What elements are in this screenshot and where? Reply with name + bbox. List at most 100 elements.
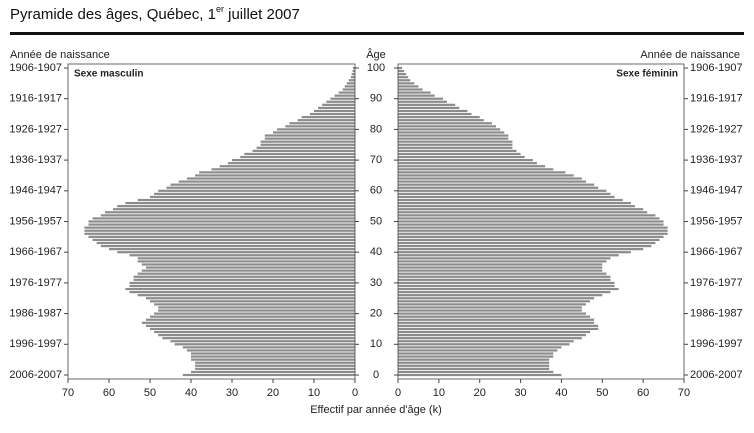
x-tick-label: 30 (226, 387, 238, 399)
bar (100, 214, 355, 217)
bar (398, 257, 611, 260)
bar (285, 125, 355, 128)
bar (348, 79, 355, 82)
bar (178, 180, 355, 183)
x-tick-label: 60 (637, 387, 649, 399)
age-tick-label: 90 (370, 93, 382, 105)
bar (334, 94, 355, 97)
bar (398, 122, 492, 125)
x-tick-label: 70 (62, 387, 74, 399)
bar (170, 340, 355, 343)
bar (398, 269, 603, 272)
bar (398, 355, 554, 358)
bar (398, 76, 409, 79)
bar (191, 370, 355, 374)
bar (154, 312, 355, 315)
bar (398, 373, 562, 377)
bar (398, 367, 550, 370)
bar (398, 69, 405, 73)
age-tick-label: 0 (373, 369, 379, 381)
bar (195, 361, 355, 364)
birth-year-label: 2006-2007 (9, 369, 62, 381)
bar (398, 143, 513, 146)
bar (398, 66, 403, 70)
bar (195, 367, 355, 370)
bar (398, 174, 574, 177)
bar (398, 244, 652, 248)
bar (398, 364, 550, 367)
x-tick-label: 30 (514, 387, 526, 399)
bar (322, 103, 355, 106)
bar (398, 260, 607, 263)
legend-label: Sexe masculin (74, 69, 143, 80)
bar (232, 158, 355, 162)
bar (191, 352, 355, 355)
bar (109, 248, 355, 251)
bar (182, 373, 355, 377)
bar (154, 303, 355, 306)
bar (398, 82, 415, 85)
birth-year-label: 1936-1937 (9, 154, 62, 166)
bar (88, 223, 355, 226)
bar (398, 297, 595, 300)
bar (398, 309, 582, 312)
bar (350, 76, 355, 79)
bar (398, 324, 599, 327)
bar (398, 349, 558, 352)
bar (92, 217, 355, 220)
bar (182, 346, 355, 349)
bar (398, 343, 570, 346)
bar (398, 226, 668, 229)
x-tick-label: 50 (596, 387, 608, 399)
x-tick-label: 10 (433, 387, 445, 399)
bar (398, 109, 468, 113)
bar (398, 266, 603, 269)
bar (351, 73, 355, 76)
bar (104, 211, 356, 214)
bar (191, 358, 355, 361)
bar (398, 73, 407, 76)
bar (174, 343, 355, 346)
title-superscript: er (216, 4, 224, 14)
x-tick-label: 10 (308, 387, 320, 399)
bar (338, 91, 355, 94)
bar (318, 106, 355, 110)
bar (252, 149, 355, 152)
bar (150, 327, 355, 331)
bar (398, 177, 582, 180)
bar (141, 321, 355, 324)
bar (330, 97, 355, 100)
bar (398, 180, 586, 183)
x-tick-label: 40 (185, 387, 197, 399)
bar (170, 183, 355, 186)
bar (344, 85, 355, 88)
bar (398, 287, 619, 291)
bar (398, 168, 554, 171)
bar (301, 116, 355, 119)
bar (398, 119, 484, 122)
age-tick-label: 40 (370, 246, 382, 258)
age-tick-label: 60 (370, 185, 382, 197)
birth-year-label: 1916-1917 (9, 93, 62, 105)
bar (129, 291, 355, 294)
bar (398, 97, 443, 100)
birth-year-label: 1926-1927 (690, 123, 743, 135)
bar (256, 146, 355, 149)
bar (92, 238, 355, 242)
bar (398, 337, 582, 340)
bar (260, 140, 355, 143)
birth-year-label: 1956-1957 (690, 215, 743, 227)
bar (398, 183, 595, 186)
bar (125, 287, 356, 291)
bar (129, 284, 355, 288)
bar (264, 134, 355, 137)
bar (84, 232, 356, 235)
x-tick-label: 50 (144, 387, 156, 399)
bar (398, 361, 550, 364)
bar (398, 195, 615, 199)
birth-year-label: 1956-1957 (9, 215, 62, 227)
chart-title: Pyramide des âges, Québec, 1er juillet 2… (10, 4, 300, 23)
bar (195, 364, 355, 367)
bar (244, 152, 355, 156)
